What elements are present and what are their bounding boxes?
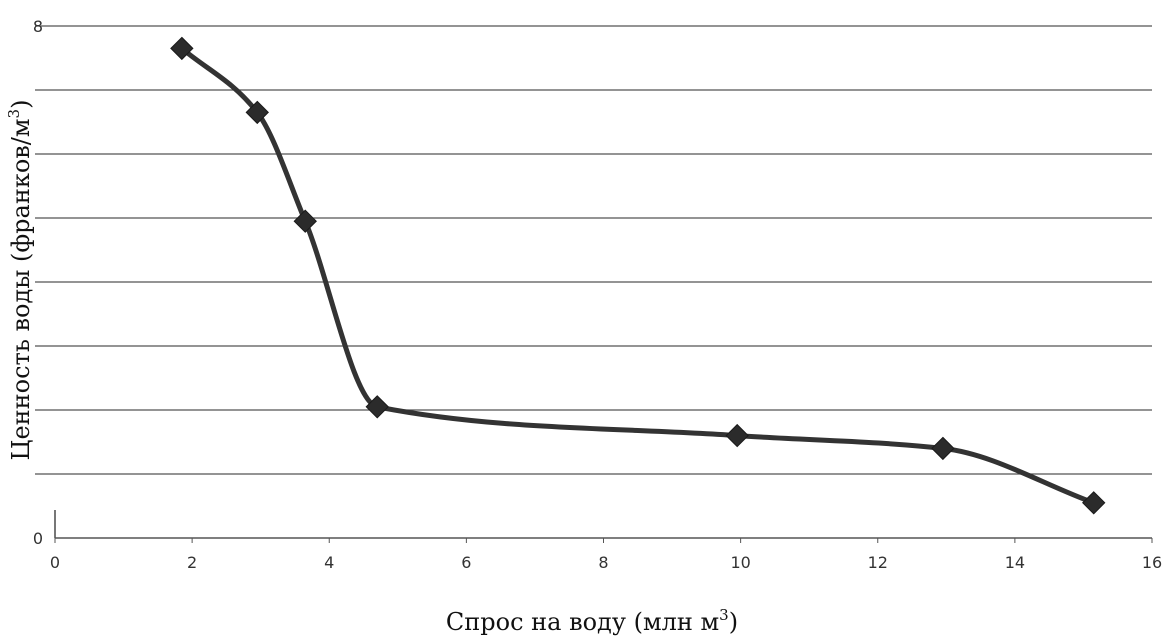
y-axis-title-text: Ценность воды (франков/м	[7, 118, 35, 460]
data-point-marker	[931, 436, 955, 461]
axes	[54, 510, 1152, 539]
data-points	[170, 36, 1106, 515]
x-tick-label: 4	[324, 553, 334, 572]
data-point-marker	[1082, 491, 1106, 515]
x-tick-label: 12	[868, 553, 888, 572]
y-tick-label: 0	[33, 529, 43, 548]
y-axis-title-sup: 3	[5, 109, 23, 119]
y-axis-title-after: )	[7, 100, 35, 109]
grid-lines	[35, 25, 1152, 475]
data-point-marker	[170, 36, 194, 61]
x-tick-label: 6	[461, 553, 471, 572]
x-tick-label: 16	[1142, 553, 1162, 572]
x-tick-label: 0	[50, 553, 60, 572]
series-line-group	[179, 45, 1097, 506]
data-point-marker	[245, 100, 269, 125]
y-tick-label: 8	[33, 17, 43, 36]
series-line	[179, 45, 1097, 506]
x-tick-label: 8	[598, 553, 608, 572]
data-point-marker	[293, 209, 317, 233]
x-axis-title-after: )	[729, 608, 738, 636]
y-axis-title: Ценность воды (франков/м3)	[5, 100, 35, 461]
x-axis-title-sup: 3	[719, 606, 729, 624]
data-point-marker	[365, 395, 389, 419]
x-tick-label: 2	[187, 553, 197, 572]
tick-labels: 0 2 4 6 8 10 12 14 16 0 8	[33, 17, 1162, 572]
x-tick-label: 14	[1005, 553, 1025, 572]
data-point-marker	[725, 423, 749, 448]
x-axis-title-text: Спрос на воду (млн м	[446, 608, 719, 636]
x-axis-title: Спрос на воду (млн м3)	[446, 606, 738, 636]
x-tick-label: 10	[730, 553, 750, 572]
